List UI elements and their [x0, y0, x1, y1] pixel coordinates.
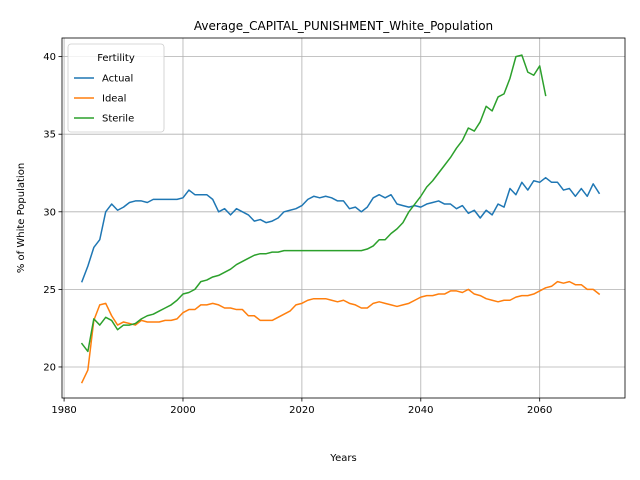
grid — [62, 38, 625, 398]
legend-label-ideal: Ideal — [102, 94, 126, 105]
legend-label-sterile: Sterile — [102, 114, 134, 125]
x-axis-label: Years — [329, 453, 356, 464]
legend: Fertility Actual Ideal Sterile — [67, 43, 165, 133]
x-tick-label: 2040 — [408, 405, 433, 416]
x-tick-label: 2060 — [527, 405, 552, 416]
x-tick-label: 2020 — [289, 405, 314, 416]
legend-label-actual: Actual — [102, 74, 133, 85]
chart-title: Average_CAPITAL_PUNISHMENT_White_Populat… — [194, 19, 493, 33]
plot-frame — [61, 37, 626, 399]
series-line-actual — [80, 176, 601, 283]
series-line-ideal — [80, 280, 601, 384]
x-axis-ticks: 1980 2000 2020 2040 2060 — [51, 398, 552, 416]
series-line-sterile — [80, 54, 547, 353]
legend-title: Fertility — [97, 53, 135, 64]
y-tick-label: 25 — [43, 285, 56, 296]
y-tick-label: 30 — [43, 207, 56, 218]
y-tick-label: 40 — [43, 52, 56, 63]
series-lines — [80, 54, 601, 384]
x-tick-label: 1980 — [51, 405, 76, 416]
y-tick-label: 20 — [43, 362, 56, 373]
x-tick-label: 2000 — [170, 405, 195, 416]
legend-box — [67, 43, 165, 133]
y-tick-label: 35 — [43, 130, 56, 141]
y-axis-label: % of White Population — [16, 163, 27, 273]
legend-entries: Actual Ideal Sterile — [74, 74, 134, 125]
y-axis-ticks: 20 25 30 35 40 — [43, 52, 62, 373]
